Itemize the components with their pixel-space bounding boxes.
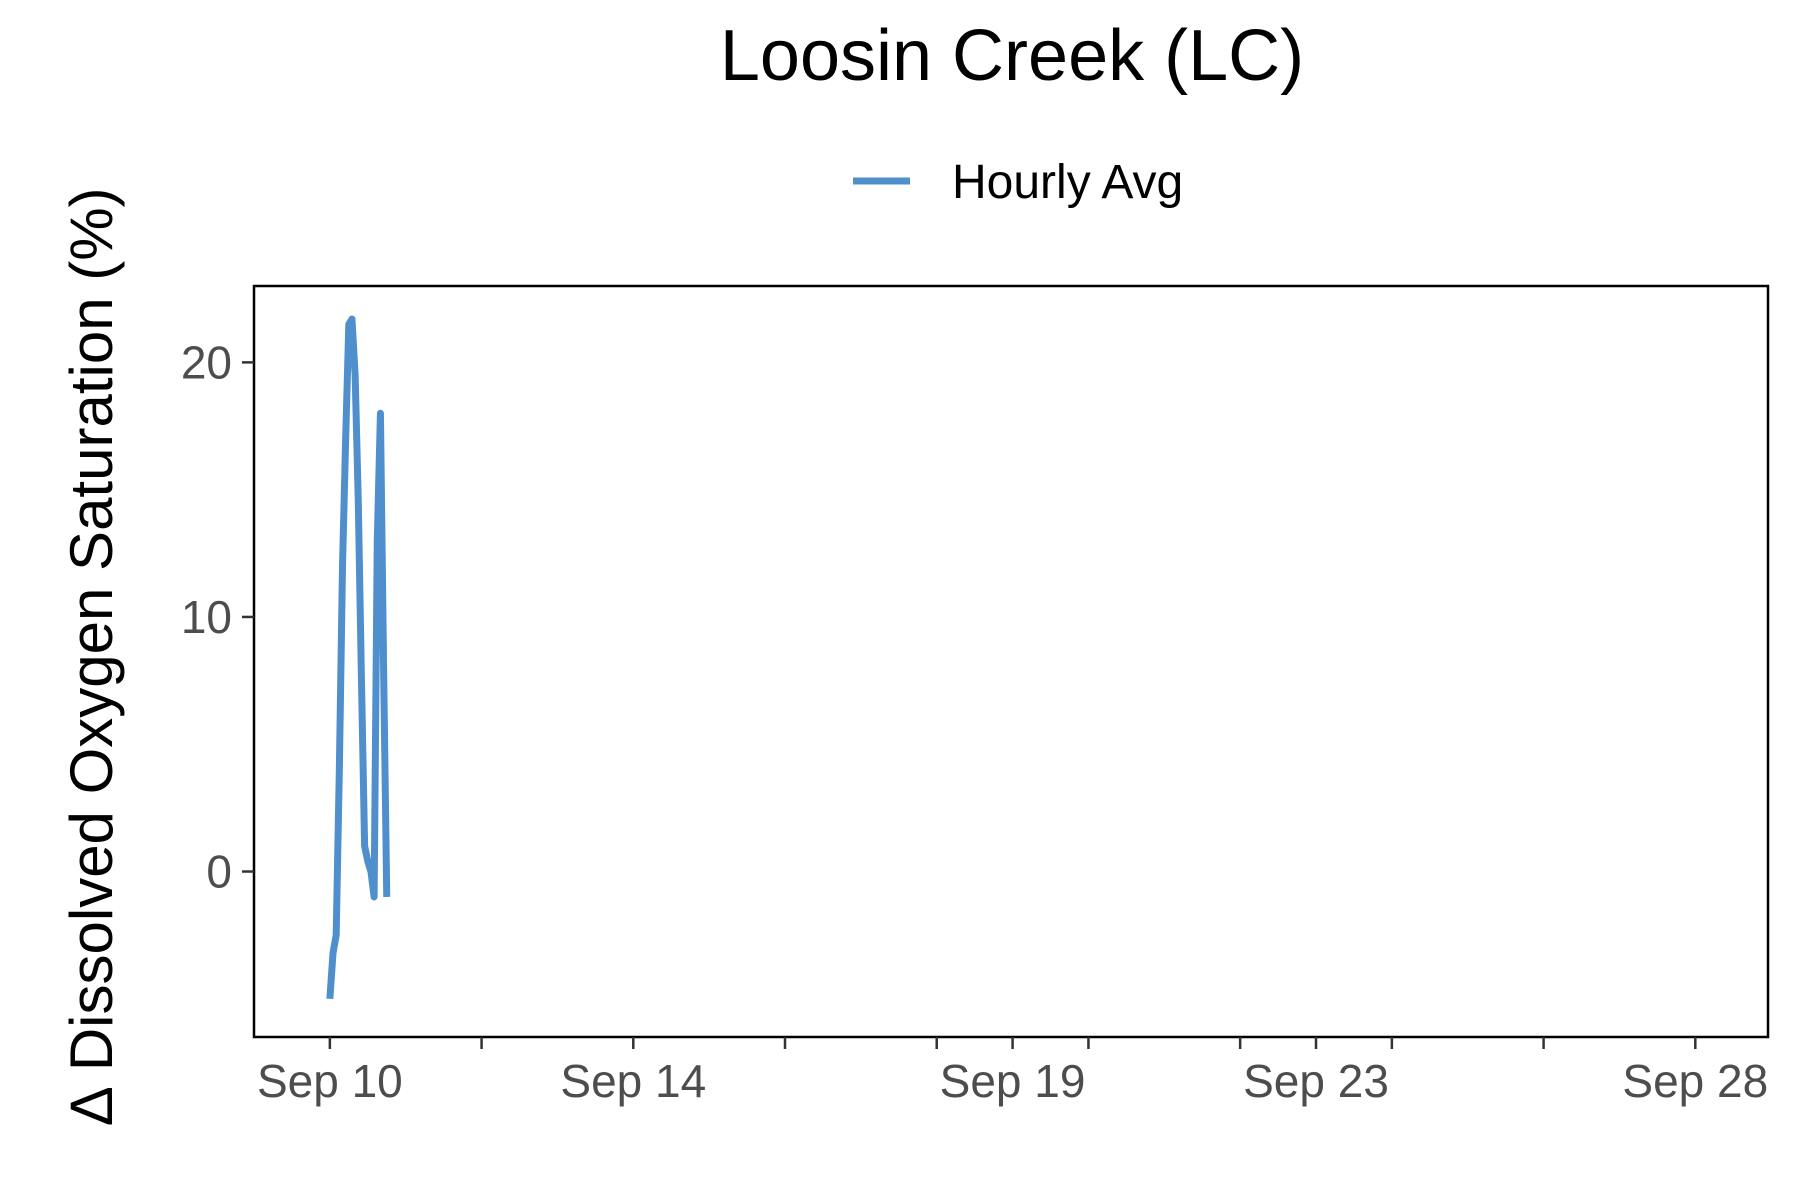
y-tick-label: 0 — [206, 846, 232, 898]
legend-label: Hourly Avg — [952, 156, 1183, 209]
x-tick-label: Sep 23 — [1243, 1055, 1389, 1107]
x-axis-ticks: Sep 10 Sep 14 Sep 19 Sep 23 Sep 28 — [257, 1037, 1768, 1107]
x-tick-label: Sep 19 — [940, 1055, 1086, 1107]
y-axis-label: ∆ Dissolved Oxygen Saturation (%) — [58, 187, 125, 1124]
y-axis-ticks: 0 10 20 — [181, 336, 254, 898]
series-layer — [326, 315, 391, 1000]
series-line-hourly-avg — [326, 315, 391, 1000]
chart-title: Loosin Creek (LC) — [720, 16, 1304, 96]
y-tick-label: 20 — [181, 336, 232, 388]
x-tick-label: Sep 10 — [257, 1055, 403, 1107]
legend: Hourly Avg — [853, 156, 1183, 209]
x-axis-minor-ticks — [480, 1037, 1545, 1049]
x-tick-label: Sep 14 — [560, 1055, 706, 1107]
y-tick-label: 10 — [181, 591, 232, 643]
plot-panel — [252, 284, 1770, 1039]
x-tick-label: Sep 28 — [1622, 1055, 1768, 1107]
